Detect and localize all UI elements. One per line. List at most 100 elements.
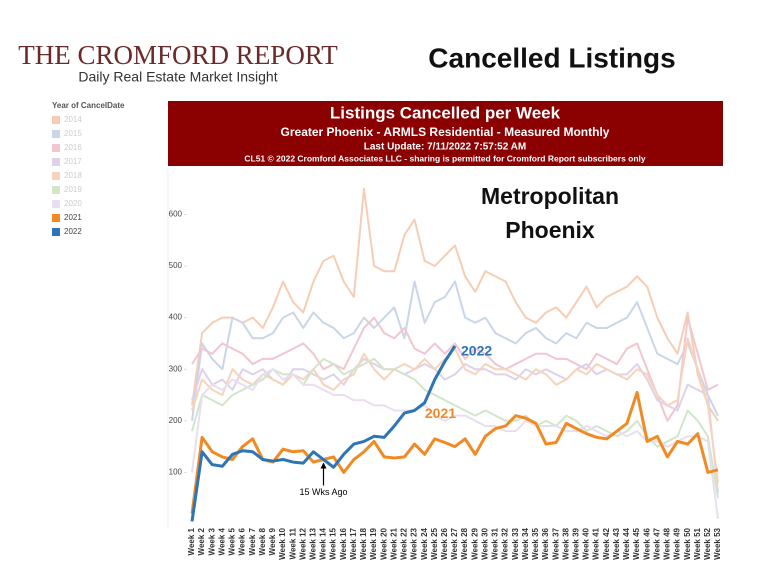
x-tick-label: Week 6 [238,527,247,555]
x-tick-label: Week 19 [369,527,378,559]
y-tick-label: 300 [169,364,183,373]
x-tick-label: Week 45 [632,527,641,559]
series-line [190,345,457,522]
logo-title: THE CROMFORD REPORT [18,40,338,70]
legend-label: 2020 [64,199,82,208]
update: Last Update: 7/11/2022 7:57:52 AM [364,142,526,153]
x-tick-label: Week 17 [349,527,358,559]
banner [168,101,723,166]
x-tick-label: Week 15 [329,527,338,559]
legend-swatch [52,186,60,194]
x-tick-label: Week 38 [561,527,570,559]
x-tick-label: Week 8 [258,527,267,555]
legend-label: 2014 [64,115,82,124]
x-tick-label: Week 27 [450,527,459,559]
legend-swatch [52,158,60,166]
x-tick-label: Week 42 [602,527,611,559]
series-line [191,187,719,422]
series-label: 2022 [461,343,492,359]
x-tick-label: Week 32 [501,527,510,559]
region-label: Phoenix [505,217,595,243]
legend-label: 2022 [64,227,82,236]
x-tick-label: Week 3 [207,527,216,555]
x-tick-label: Week 41 [592,527,601,559]
x-tick-label: Week 35 [531,527,540,559]
x-tick-label: Week 4 [217,527,226,555]
x-tick-label: Week 26 [440,527,449,559]
legend-swatch [52,172,60,180]
legend-swatch [52,200,60,208]
copyright: CL51 © 2022 Cromford Associates LLC - sh… [244,153,646,163]
y-tick-label: 600 [169,210,183,219]
y-tick-label: 400 [169,313,183,322]
x-tick-label: Week 40 [582,527,591,559]
legend-swatch [52,116,60,124]
series-line [191,280,719,421]
x-tick-label: Week 7 [248,527,257,555]
x-tick-label: Week 29 [470,527,479,559]
x-tick-label: Week 10 [278,527,287,559]
x-tick-label: Week 36 [541,527,550,559]
x-tick-label: Week 46 [642,527,651,559]
x-tick-label: Week 28 [460,527,469,559]
x-tick-label: Week 43 [612,527,621,559]
series-label: 2021 [425,405,456,421]
region-label: Metropolitan [481,183,619,209]
x-tick-label: Week 50 [683,527,692,559]
x-tick-label: Week 51 [693,527,702,559]
x-tick-label: Week 33 [511,527,520,559]
x-tick-label: Week 53 [713,527,722,559]
x-tick-label: Week 31 [491,527,500,559]
series-line [191,316,719,422]
series-line [190,390,719,514]
legend-label: 2018 [64,171,82,180]
legend-swatch [52,130,60,138]
y-tick-label: 100 [169,468,183,477]
series-line [191,357,719,499]
legend-label: 2017 [64,157,82,166]
x-tick-label: Week 22 [400,527,409,559]
logo-subtitle: Daily Real Estate Market Insight [78,69,277,85]
x-tick-label: Week 20 [379,527,388,559]
x-tick-label: Week 47 [652,527,661,559]
x-tick-label: Week 13 [308,527,317,559]
x-tick-label: Week 30 [480,527,489,559]
x-tick-label: Week 1 [187,527,196,555]
x-tick-label: Week 23 [410,527,419,559]
x-tick-label: Week 34 [521,527,530,559]
legend-swatch [52,228,60,236]
legend-label: 2016 [64,143,82,152]
x-tick-label: Week 44 [622,527,631,559]
x-tick-label: Week 52 [703,527,712,559]
annotation: 15 Wks Ago [299,487,347,497]
x-tick-label: Week 16 [339,527,348,559]
x-tick-label: Week 12 [298,527,307,559]
x-tick-label: Week 14 [319,527,328,559]
x-tick-label: Week 2 [197,527,206,555]
x-tick-label: Week 21 [389,527,398,559]
x-tick-label: Week 39 [571,527,580,559]
x-tick-label: Week 9 [268,527,277,555]
chart-subtitle: Greater Phoenix - ARMLS Residential - Me… [281,125,610,139]
legend-swatch [52,214,60,222]
legend-swatch [52,144,60,152]
legend-title: Year of CancelDate [52,101,125,110]
y-tick-label: 500 [169,261,183,270]
slide-title: Cancelled Listings [428,42,675,73]
series-line [191,368,719,519]
legend-label: 2015 [64,129,82,138]
legend-label: 2021 [64,213,82,222]
x-tick-label: Week 48 [663,527,672,559]
y-tick-label: 200 [169,416,183,425]
x-tick-label: Week 24 [420,527,429,559]
x-tick-label: Week 18 [359,527,368,559]
annotation-arrowhead [320,462,327,469]
legend-label: 2019 [64,185,82,194]
x-tick-label: Week 37 [551,527,560,559]
x-tick-label: Week 25 [430,527,439,559]
x-tick-label: Week 5 [228,527,237,555]
x-tick-label: Week 11 [288,527,297,559]
